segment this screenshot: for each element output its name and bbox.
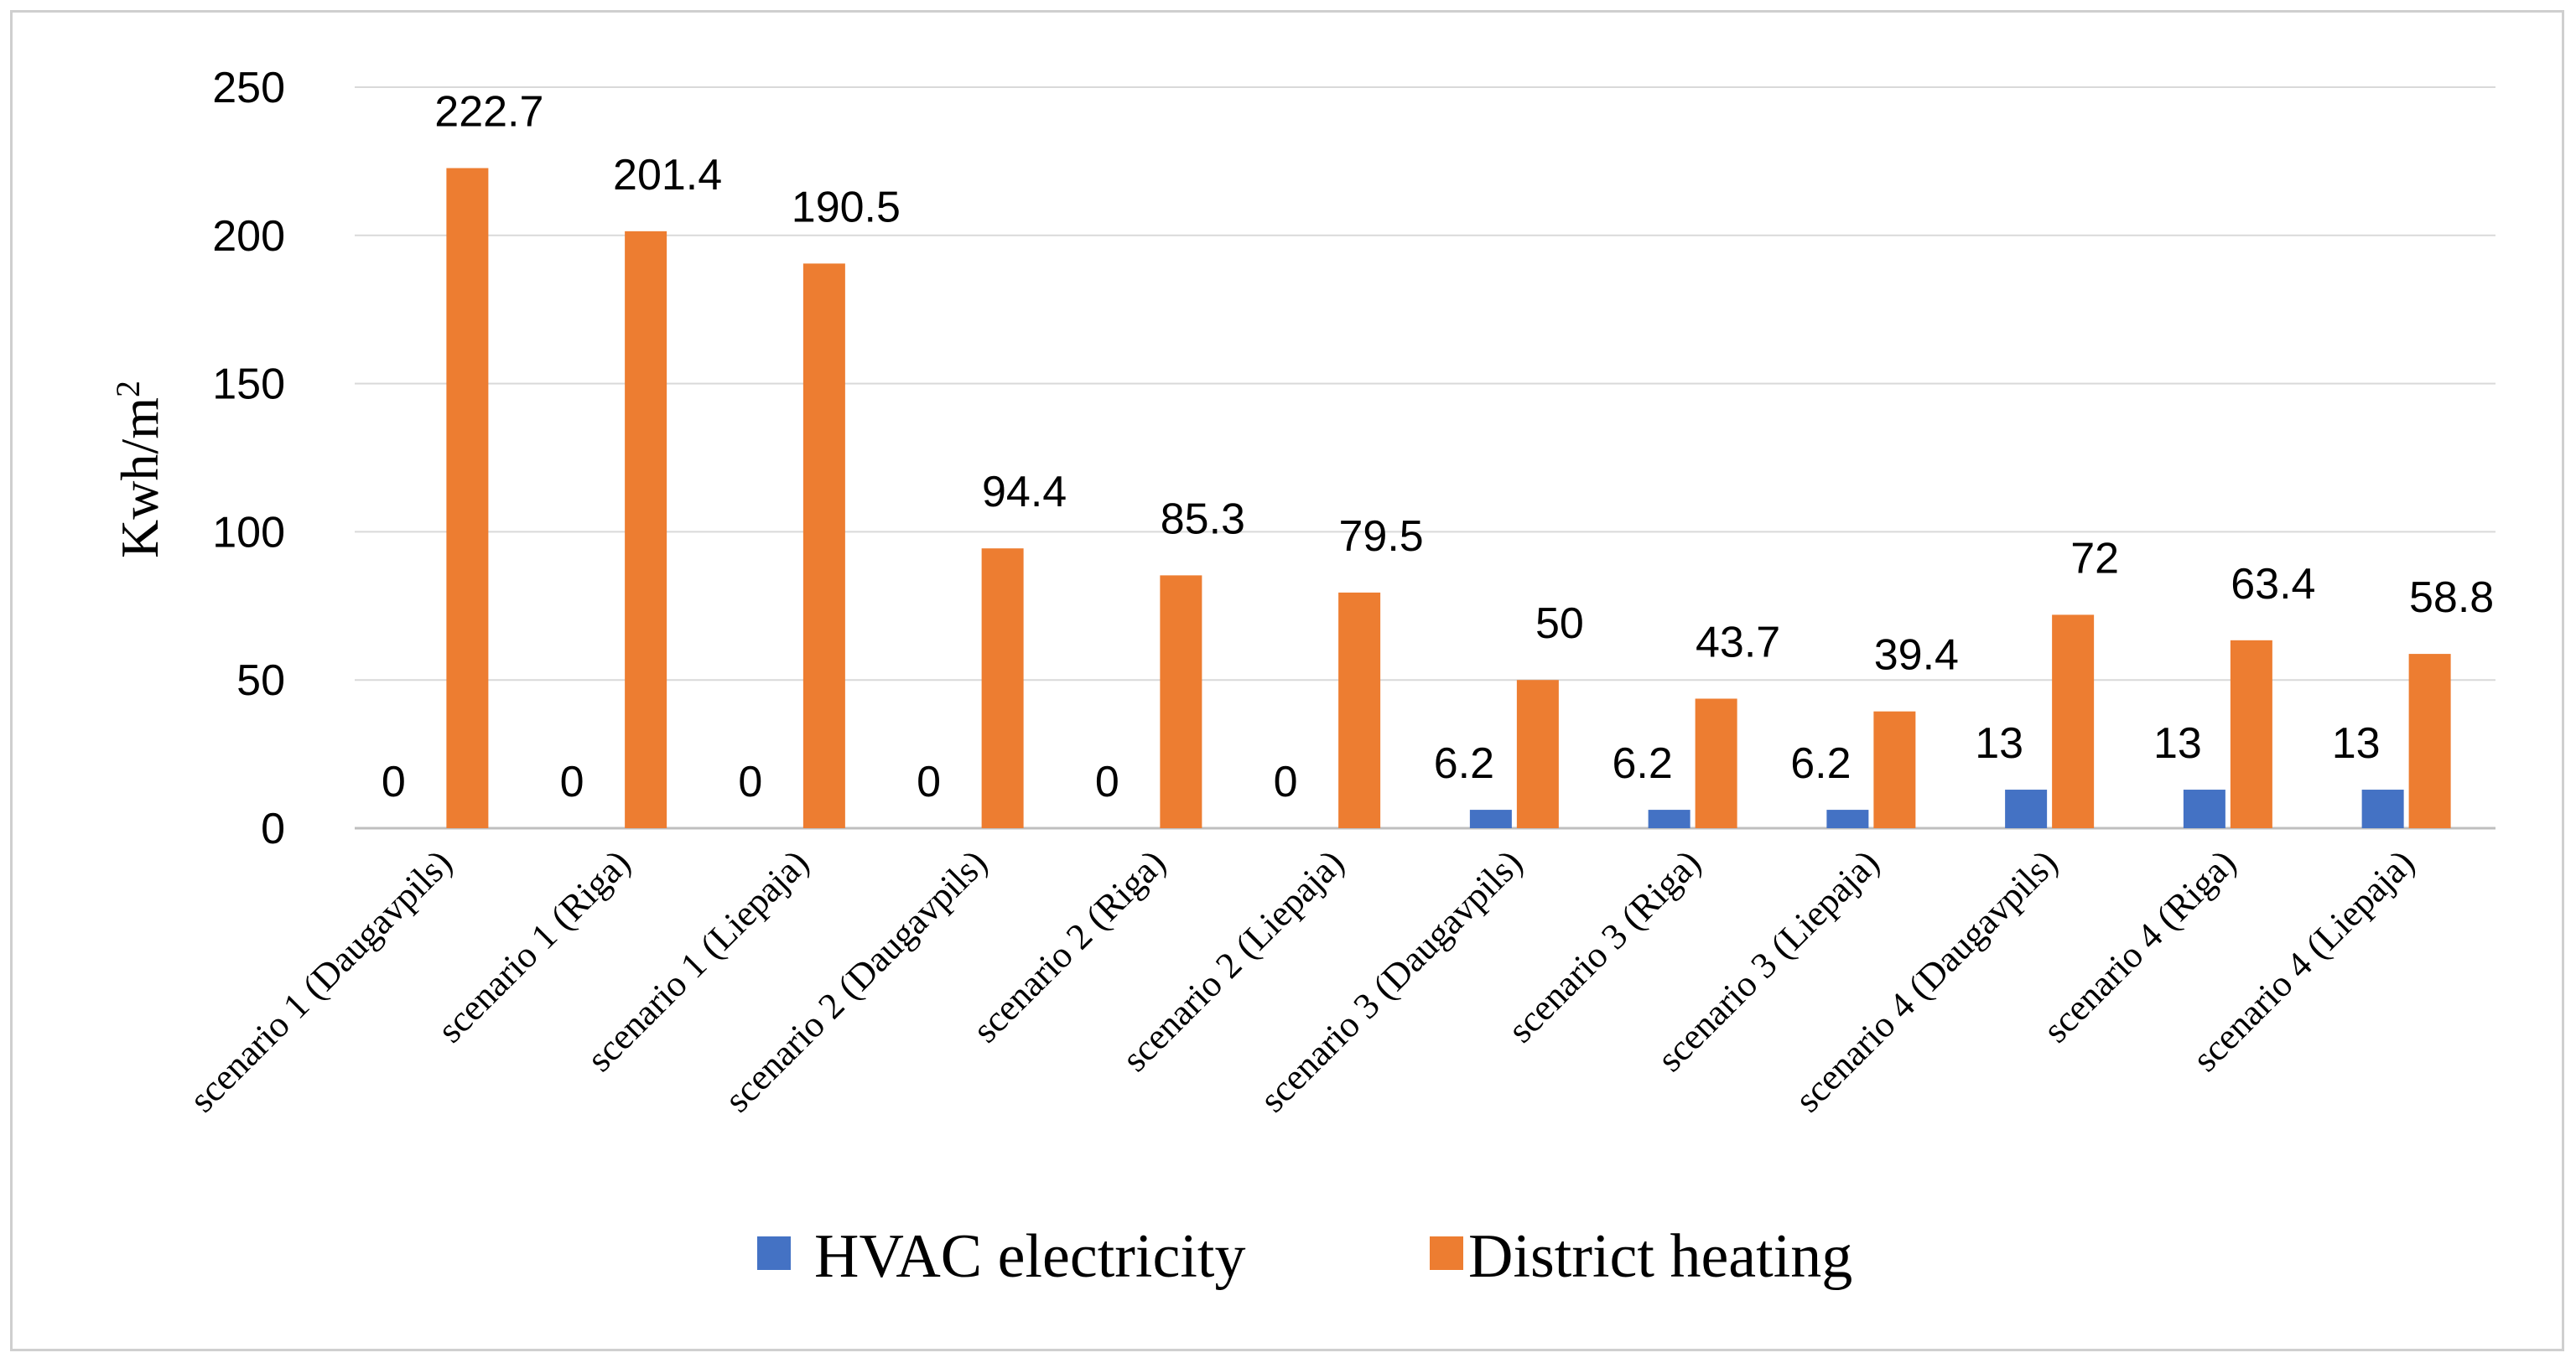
data-label: 0 bbox=[1274, 758, 1298, 806]
y-tick-label: 100 bbox=[212, 508, 285, 557]
y-tick-label: 0 bbox=[261, 805, 285, 853]
gridlines bbox=[355, 86, 2496, 830]
bar-district-heating bbox=[802, 263, 845, 829]
category-labels: scenario 1 (Daugavpils)scenario 1 (Riga)… bbox=[182, 842, 2423, 1120]
y-tick-label: 50 bbox=[236, 656, 285, 705]
data-label: 50 bbox=[1535, 599, 1584, 648]
category-label: scenario 4 (Riga) bbox=[2035, 842, 2244, 1050]
data-label: 0 bbox=[560, 758, 584, 806]
bar-hvac-electricity bbox=[1469, 810, 1512, 828]
y-axis-title-text: Kwh/m bbox=[110, 397, 169, 558]
data-label: 0 bbox=[1095, 758, 1119, 806]
data-label: 0 bbox=[738, 758, 762, 806]
data-label: 0 bbox=[917, 758, 941, 806]
y-tick-label: 200 bbox=[212, 212, 285, 261]
data-label: 190.5 bbox=[792, 183, 901, 231]
bar-district-heating bbox=[1873, 711, 1916, 828]
y-axis-ticks: 0 50 100 150 200 250 bbox=[212, 64, 285, 853]
legend-label-hvac-electricity: HVAC electricity bbox=[814, 1222, 1245, 1291]
data-label: 13 bbox=[1975, 719, 2023, 768]
data-label: 0 bbox=[382, 758, 406, 806]
y-tick-label: 250 bbox=[212, 64, 285, 112]
data-label: 6.2 bbox=[1790, 739, 1851, 788]
data-label: 72 bbox=[2070, 534, 2119, 583]
data-label: 201.4 bbox=[613, 151, 722, 200]
y-axis-title: Kwh/m2 bbox=[109, 381, 170, 558]
data-label: 79.5 bbox=[1339, 512, 1424, 561]
legend: HVAC electricity District heating bbox=[757, 1222, 1852, 1291]
data-label: 85.3 bbox=[1161, 495, 1245, 543]
legend-swatch-district-heating bbox=[1430, 1236, 1463, 1270]
bar-district-heating bbox=[2408, 654, 2451, 828]
data-label: 6.2 bbox=[1434, 739, 1494, 788]
category-label: scenario 1 (Riga) bbox=[429, 842, 638, 1050]
bar-district-heating bbox=[625, 231, 667, 828]
y-tick-label: 150 bbox=[212, 360, 285, 409]
bar-hvac-electricity bbox=[1648, 810, 1690, 828]
bar-district-heating bbox=[981, 548, 1024, 828]
data-label: 43.7 bbox=[1696, 618, 1780, 666]
bar-hvac-electricity bbox=[1826, 810, 1869, 828]
bar-district-heating bbox=[1338, 592, 1381, 828]
data-label: 94.4 bbox=[982, 468, 1067, 516]
bar-hvac-electricity bbox=[2005, 790, 2048, 828]
bar-district-heating bbox=[1160, 575, 1202, 828]
bar-district-heating bbox=[1516, 680, 1559, 828]
category-label: scenario 2 (Riga) bbox=[965, 842, 1174, 1050]
data-label: 222.7 bbox=[434, 88, 543, 137]
bar-hvac-electricity bbox=[2183, 790, 2225, 828]
bar-district-heating bbox=[2230, 640, 2272, 828]
data-label: 58.8 bbox=[2409, 573, 2494, 622]
data-label: 6.2 bbox=[1612, 739, 1672, 788]
legend-swatch-hvac-electricity bbox=[757, 1236, 791, 1270]
bar-district-heating bbox=[446, 168, 489, 828]
data-label: 13 bbox=[2332, 719, 2381, 768]
legend-label-district-heating: District heating bbox=[1468, 1222, 1852, 1291]
data-label: 39.4 bbox=[1874, 631, 1959, 680]
data-label: 63.4 bbox=[2231, 560, 2315, 609]
data-labels: 0 222.7 0 201.4 0 190.5 0 94.4 0 85.3 0 79.5 6.2 50 6.… bbox=[382, 88, 2494, 806]
bar-hvac-electricity bbox=[2361, 790, 2404, 828]
data-label: 13 bbox=[2153, 719, 2202, 768]
bar-district-heating bbox=[1695, 698, 1737, 828]
bar-district-heating bbox=[2052, 614, 2095, 828]
category-label: scenario 3 (Riga) bbox=[1500, 842, 1709, 1050]
y-axis-title-superscript: 2 bbox=[109, 381, 147, 397]
bars bbox=[446, 168, 2451, 829]
category-label: scenario 1 (Daugavpils) bbox=[182, 842, 460, 1120]
